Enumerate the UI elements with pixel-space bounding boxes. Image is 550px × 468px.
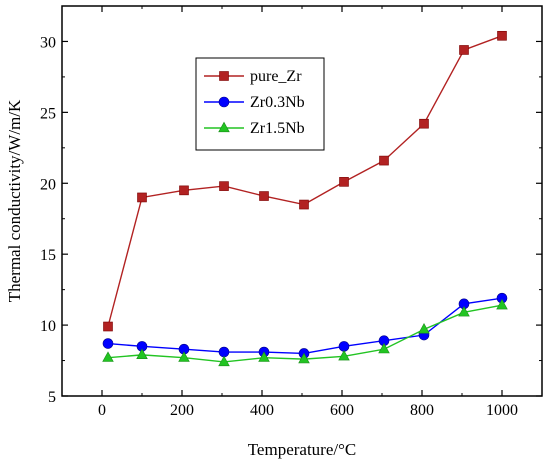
data-point: [137, 192, 147, 203]
legend-box: [195, 57, 325, 151]
data-point: [218, 355, 230, 367]
data-point: [418, 323, 430, 334]
data-point: [102, 338, 114, 349]
legend-item: pure_Zr: [204, 68, 302, 85]
x-tick-label: 0: [98, 402, 106, 419]
data-point: [379, 155, 389, 166]
data-point: [179, 185, 189, 196]
y-tick-label: 5: [48, 389, 56, 406]
x-tick-label: 200: [170, 402, 194, 419]
data-point: [103, 321, 113, 332]
data-point: [258, 351, 270, 362]
legend: pure_Zr Zr0.3Nb Zr1.5Nb: [195, 57, 325, 151]
y-tick-label: 20: [40, 176, 56, 193]
x-tick-label: 1000: [486, 402, 518, 419]
legend-marker: [218, 121, 230, 133]
legend-item: Zr1.5Nb: [204, 120, 305, 137]
axes-layer: 0 200 400 600 800 1000 5 10 15 20 25 30: [40, 5, 543, 419]
legend-marker: [219, 71, 229, 81]
data-point: [299, 199, 309, 210]
series-zr1-5nb: [102, 298, 508, 367]
data-point: [259, 191, 269, 201]
y-tick-label: 25: [40, 105, 56, 122]
data-point: [136, 348, 148, 359]
data-point: [378, 342, 390, 354]
x-tick-label: 600: [330, 402, 354, 419]
legend-label: Zr0.3Nb: [250, 94, 305, 111]
data-point: [218, 346, 230, 358]
y-tick-label: 10: [40, 318, 56, 335]
data-point: [339, 177, 349, 187]
data-point: [102, 351, 114, 362]
data-point: [458, 306, 470, 317]
series-zr0-3nb: [102, 292, 508, 359]
data-point: [298, 352, 310, 364]
data-point: [459, 45, 469, 55]
x-tick-label: 800: [410, 402, 434, 419]
legend-item: Zr0.3Nb: [204, 94, 305, 111]
data-point: [496, 298, 508, 310]
data-point: [419, 118, 429, 129]
data-point: [338, 349, 350, 361]
y-axis-title: Thermal conductivity/W/m/K: [5, 99, 24, 302]
x-tick-label: 400: [250, 402, 274, 419]
legend-marker: [218, 96, 230, 108]
x-axis-title: Temperature/°C: [248, 440, 357, 459]
series-pure-zr: [103, 30, 507, 332]
data-point: [338, 341, 350, 352]
y-tick-label: 30: [40, 34, 56, 51]
y-tick-label: 15: [40, 247, 56, 264]
series-layer: [102, 30, 508, 367]
data-point: [219, 181, 229, 191]
legend-label: Zr1.5Nb: [250, 120, 305, 137]
data-point: [178, 351, 190, 362]
data-point: [497, 30, 507, 41]
legend-label: pure_Zr: [250, 68, 302, 85]
series-line: [107, 297, 503, 355]
